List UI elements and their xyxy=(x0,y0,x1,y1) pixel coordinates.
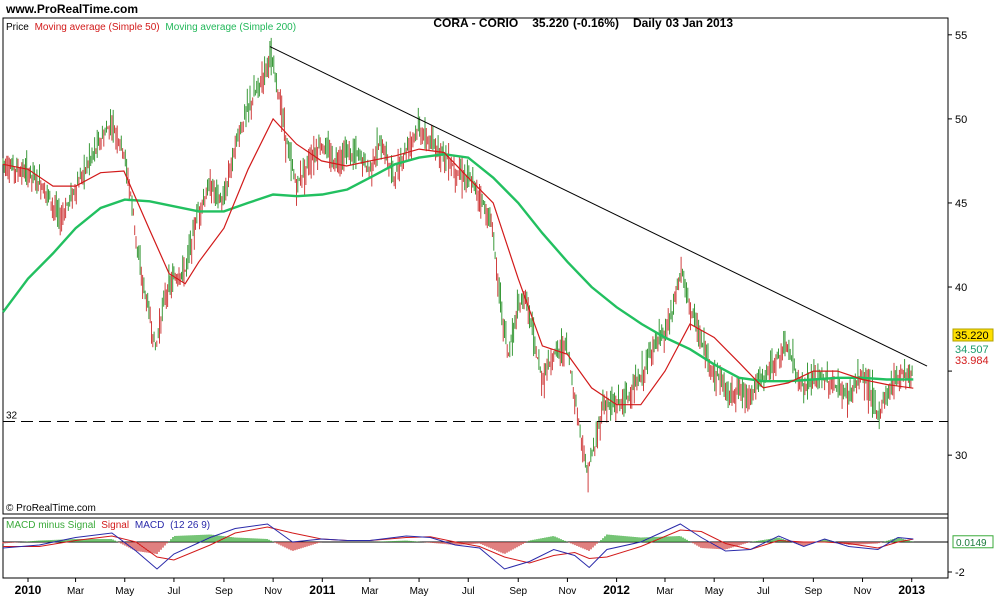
price-change: (-0.16%) xyxy=(572,16,619,30)
price-layer xyxy=(2,37,913,493)
last-label-box xyxy=(952,353,994,367)
macd-line xyxy=(2,523,914,570)
ma200-line xyxy=(2,152,914,383)
x-tick-label: Nov xyxy=(854,586,872,597)
x-tick-label: Mar xyxy=(67,586,85,597)
date-label: 03 Jan 2013 xyxy=(665,16,734,30)
support-level-label: 32 xyxy=(6,411,18,422)
last-label-box xyxy=(952,328,994,342)
ma50-layer xyxy=(2,117,914,406)
resistance-trendline xyxy=(269,46,928,367)
legend-ma50: Moving average (Simple 50) xyxy=(35,22,160,33)
last-price: 35.220 xyxy=(532,16,569,30)
price-y-axis: 55 50 45 40 30 xyxy=(948,30,967,462)
x-tick-label: May xyxy=(115,586,134,597)
last-label-text: 35.220 xyxy=(955,330,989,342)
ma50-line xyxy=(2,117,914,406)
site-name[interactable]: www.ProRealTime.com xyxy=(6,2,139,16)
y-tick-label: 55 xyxy=(955,30,967,42)
x-tick-label: 2013 xyxy=(898,583,925,597)
legend-macd-signal: Signal xyxy=(101,520,129,531)
macd-layer: -2 xyxy=(2,523,965,579)
symbol-label: CORA - CORIO xyxy=(433,16,519,30)
last-label-text: 34.507 xyxy=(955,344,989,356)
x-tick-label: Sep xyxy=(509,586,527,597)
trend-layer xyxy=(269,46,928,367)
x-tick-label: 2012 xyxy=(603,583,630,597)
x-tick-label: Jul xyxy=(757,586,770,597)
y-tick-label: 40 xyxy=(955,282,967,294)
macd-y-tick-label: -2 xyxy=(955,567,965,579)
copyright-label: © ProRealTime.com xyxy=(6,503,96,514)
svg-text:MACD minus Signal Signal: MACD minus Signal Signal MACD (12 26 9) xyxy=(6,520,210,531)
last-label-text: 33.984 xyxy=(955,355,989,367)
x-tick-label: May xyxy=(705,586,724,597)
level-layer: 32 xyxy=(3,411,948,423)
macd-signal-line xyxy=(3,526,914,564)
y-tick-label: 30 xyxy=(955,450,967,462)
price-panel-frame xyxy=(2,17,949,515)
macd-last-label-text: 0.0149 xyxy=(956,538,987,549)
chart-header: www.ProRealTime.com CORA - CORIO 35.220 (-… xyxy=(0,0,1000,30)
svg-text:Price Moving average (Simp: Price Moving average (Simple 50) Moving … xyxy=(6,22,296,33)
x-tick-label: Mar xyxy=(656,586,674,597)
x-tick-label: 2010 xyxy=(15,583,42,597)
x-tick-label: Sep xyxy=(215,586,233,597)
x-tick-label: Jul xyxy=(168,586,181,597)
x-tick-label: Sep xyxy=(804,586,822,597)
x-tick-label: 2011 xyxy=(309,583,335,597)
legend-ma200: Moving average (Simple 200) xyxy=(165,22,296,33)
legend-macd-params: (12 26 9) xyxy=(170,520,210,531)
period-label: Daily xyxy=(632,16,662,30)
y-tick-label: 45 xyxy=(955,198,967,210)
time-x-axis: 2010 Mar May Jul Sep Nov 2011 Mar May Jul Sep Nov 20… xyxy=(15,578,925,597)
legend-macd-hist: MACD minus Signal xyxy=(6,520,95,531)
x-tick-label: Nov xyxy=(559,586,577,597)
legend-price: Price xyxy=(6,22,29,33)
x-tick-label: Mar xyxy=(361,586,379,597)
macd-last-label-box xyxy=(952,535,994,549)
x-tick-label: Nov xyxy=(264,586,282,597)
legend-macd-line: MACD xyxy=(135,520,164,531)
y-tick-label: 50 xyxy=(955,114,967,126)
x-tick-label: Jul xyxy=(462,586,475,597)
ma200-layer xyxy=(2,152,914,383)
x-tick-label: May xyxy=(410,586,429,597)
ticker-line: CORA - CORIO 35.220 (-0.16%) Daily 03 Jan 20… xyxy=(420,2,747,44)
